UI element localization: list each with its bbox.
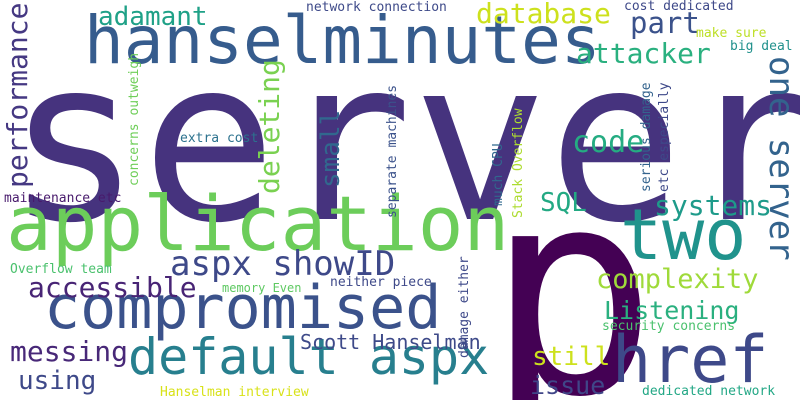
word-big-deal: big deal (730, 39, 793, 54)
word-network-connection: network connection (306, 0, 447, 15)
word-small: small (316, 109, 346, 188)
word-default-aspx: default aspx (128, 328, 490, 386)
word-etc-especially: etc especially (657, 82, 672, 192)
word-one-server: one server (761, 56, 800, 261)
word-aspx-showid: aspx showID (170, 244, 396, 284)
word-two: two (620, 194, 747, 276)
word-listening: Listening (604, 296, 740, 325)
word-hanselman-interview: Hanselman interview (160, 385, 309, 400)
word-database: database (476, 0, 611, 30)
word-adamant: adamant (98, 2, 208, 32)
word-still: still (532, 342, 611, 372)
word-maintenance-etc: maintenance etc (4, 191, 122, 206)
word-p: p (486, 128, 658, 400)
word-stack-overflow: Stack Overflow (511, 108, 526, 218)
word-performance: performance (1, 2, 34, 188)
word-scott-hanselman: Scott Hanselman (300, 330, 481, 354)
word-complexity: complexity (596, 264, 759, 295)
word-part: part (630, 6, 700, 40)
word-make-sure: make sure (696, 26, 767, 41)
word-separate-machines: separate machines (385, 84, 400, 218)
word-attacker: attacker (576, 37, 711, 70)
word-compromised: compromised (44, 273, 442, 343)
word-systems: systems (654, 189, 773, 222)
word-concerns-outweigh: concerns outweigh (127, 52, 142, 186)
word-security-concerns: security concerns (602, 319, 736, 334)
word-accessible: accessible (28, 271, 197, 304)
word-using: using (18, 366, 97, 396)
word-issue: issue (530, 371, 606, 400)
word-deleting: deleting (253, 59, 286, 194)
word-damage-either: damage either (457, 256, 472, 358)
word-code: code (572, 125, 645, 160)
word-server: server (6, 11, 800, 273)
word-hanselminutes: hanselminutes (84, 2, 601, 79)
word-messing: messing (10, 335, 129, 368)
word-href: href (612, 323, 769, 398)
word-much-cpu: much CPU (491, 143, 506, 206)
word-cost-dedicated: cost dedicated (624, 0, 734, 14)
word-extra-cost: extra cost (180, 131, 259, 146)
word-neither-piece: neither piece (330, 275, 432, 290)
word-application: application (6, 179, 510, 268)
word-memory-even: memory Even (222, 281, 302, 295)
word-overflow-team: Overflow team (10, 262, 112, 277)
word-sql: SQL (540, 188, 587, 218)
word-serious-damage: serious damage (639, 82, 654, 192)
word-dedicated-network: dedicated network (642, 384, 776, 399)
